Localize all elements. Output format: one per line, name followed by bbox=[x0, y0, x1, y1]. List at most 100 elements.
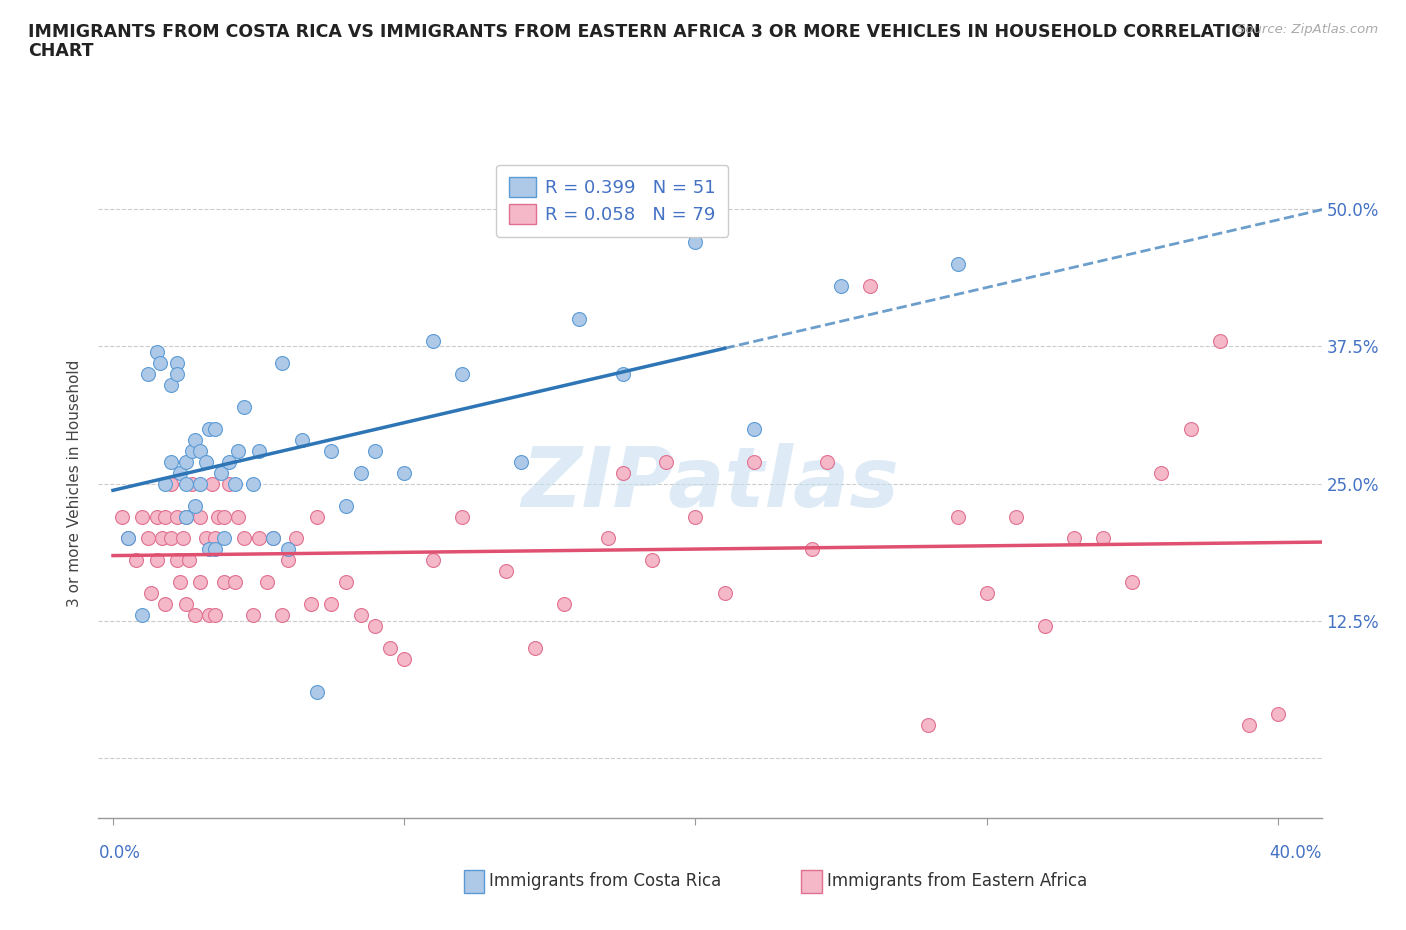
Point bbox=[270, 355, 294, 370]
Text: 40.0%: 40.0% bbox=[1270, 844, 1322, 861]
Point bbox=[801, 542, 824, 557]
Point bbox=[125, 553, 148, 568]
Point bbox=[166, 509, 188, 524]
Point bbox=[451, 366, 474, 381]
Point bbox=[277, 553, 299, 568]
Point bbox=[209, 465, 232, 480]
Point bbox=[155, 509, 177, 524]
Point bbox=[262, 531, 284, 546]
Point bbox=[198, 608, 221, 623]
Point bbox=[685, 234, 707, 249]
Point bbox=[612, 366, 634, 381]
Point bbox=[742, 421, 765, 436]
Point bbox=[451, 509, 474, 524]
Point bbox=[233, 531, 256, 546]
Point bbox=[174, 509, 197, 524]
Point bbox=[166, 553, 188, 568]
Point bbox=[198, 542, 221, 557]
Point bbox=[201, 476, 224, 491]
Point bbox=[1121, 575, 1143, 590]
Point bbox=[226, 444, 249, 458]
Point bbox=[742, 454, 765, 469]
Point bbox=[160, 476, 183, 491]
Point bbox=[1208, 334, 1232, 349]
Point bbox=[612, 465, 634, 480]
Point bbox=[422, 553, 444, 568]
Point bbox=[335, 575, 357, 590]
Point bbox=[174, 597, 197, 612]
Point bbox=[188, 575, 212, 590]
Text: Immigrants from Costa Rica: Immigrants from Costa Rica bbox=[489, 871, 721, 890]
Point bbox=[160, 454, 183, 469]
Point bbox=[247, 444, 270, 458]
Point bbox=[285, 531, 308, 546]
Point bbox=[305, 684, 328, 699]
Point bbox=[226, 509, 249, 524]
Point bbox=[131, 509, 153, 524]
Point bbox=[117, 531, 139, 546]
Point bbox=[169, 575, 191, 590]
Point bbox=[224, 476, 246, 491]
Point bbox=[247, 531, 270, 546]
Point bbox=[256, 575, 278, 590]
Text: Source: ZipAtlas.com: Source: ZipAtlas.com bbox=[1237, 23, 1378, 36]
Point bbox=[195, 454, 218, 469]
Point bbox=[207, 509, 229, 524]
Point bbox=[815, 454, 838, 469]
Point bbox=[177, 553, 200, 568]
Point bbox=[917, 718, 939, 733]
Point bbox=[160, 531, 183, 546]
Point bbox=[946, 509, 969, 524]
Point bbox=[946, 257, 969, 272]
Point bbox=[188, 509, 212, 524]
Text: 0.0%: 0.0% bbox=[98, 844, 141, 861]
Point bbox=[1004, 509, 1026, 524]
Point bbox=[364, 444, 387, 458]
Point bbox=[1237, 718, 1260, 733]
Point bbox=[509, 454, 531, 469]
Point bbox=[685, 509, 707, 524]
Point bbox=[145, 344, 167, 359]
Point bbox=[145, 553, 167, 568]
Text: CHART: CHART bbox=[28, 42, 94, 60]
Point bbox=[713, 586, 735, 601]
Point bbox=[139, 586, 162, 601]
Point bbox=[233, 399, 256, 414]
Point bbox=[204, 531, 226, 546]
Point bbox=[155, 597, 177, 612]
Point bbox=[131, 608, 153, 623]
Point bbox=[136, 366, 159, 381]
Point bbox=[172, 531, 194, 546]
Point bbox=[198, 421, 221, 436]
Point bbox=[321, 444, 343, 458]
Point bbox=[188, 476, 212, 491]
Point bbox=[299, 597, 322, 612]
Point bbox=[166, 366, 188, 381]
Point bbox=[321, 597, 343, 612]
Y-axis label: 3 or more Vehicles in Household: 3 or more Vehicles in Household bbox=[67, 360, 83, 607]
Point bbox=[262, 531, 284, 546]
Point bbox=[568, 312, 591, 326]
Point bbox=[422, 334, 444, 349]
Point bbox=[641, 553, 664, 568]
Point bbox=[117, 531, 139, 546]
Point bbox=[859, 279, 882, 294]
Point bbox=[174, 476, 197, 491]
Point bbox=[111, 509, 134, 524]
Point bbox=[394, 465, 416, 480]
Point bbox=[204, 542, 226, 557]
Point bbox=[204, 421, 226, 436]
Point bbox=[277, 542, 299, 557]
Point bbox=[378, 641, 401, 656]
Point bbox=[1150, 465, 1173, 480]
Point bbox=[394, 652, 416, 667]
Point bbox=[212, 575, 235, 590]
Point bbox=[349, 465, 371, 480]
Point bbox=[136, 531, 159, 546]
Legend: R = 0.399   N = 51, R = 0.058   N = 79: R = 0.399 N = 51, R = 0.058 N = 79 bbox=[496, 165, 728, 237]
Point bbox=[183, 608, 205, 623]
Point bbox=[291, 432, 314, 447]
Point bbox=[242, 608, 264, 623]
Point bbox=[1267, 707, 1289, 722]
Point bbox=[174, 509, 197, 524]
